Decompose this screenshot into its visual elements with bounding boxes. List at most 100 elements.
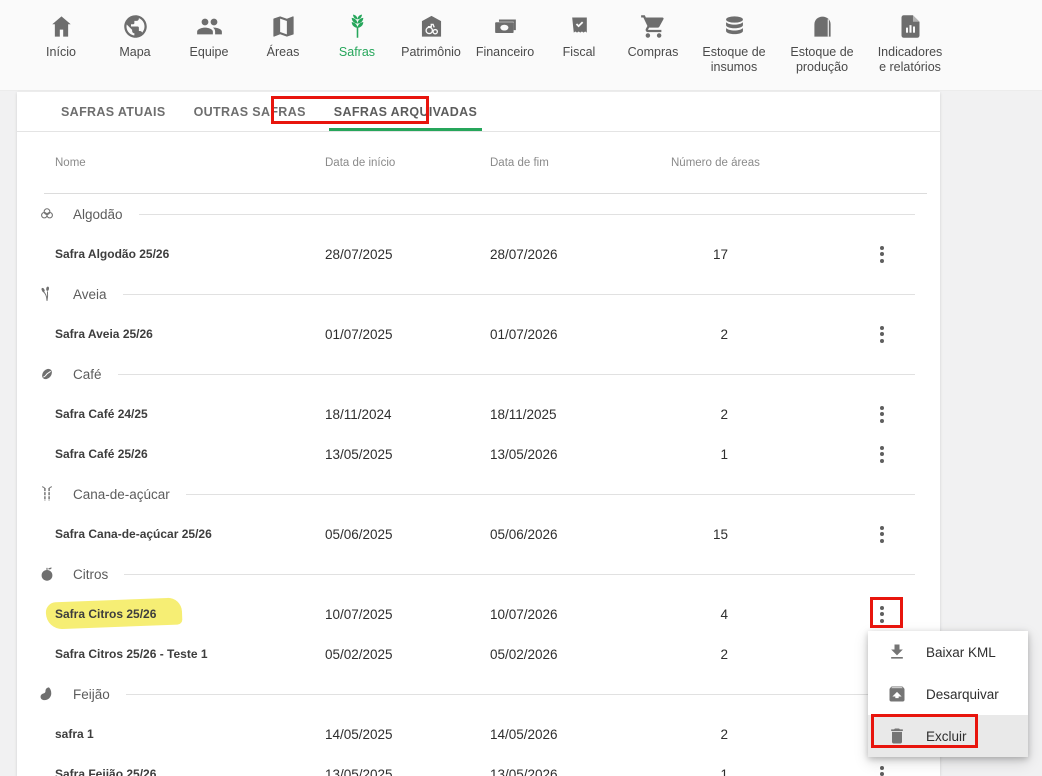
top-nav: Início Mapa Equipe Áreas Safras Patrimônio Fin…: [0, 0, 1042, 91]
crop-group-divider: [117, 373, 915, 375]
row-name-cell: Safra Citros 25/26: [55, 605, 325, 623]
menu-item-excluir[interactable]: Excluir: [868, 715, 1028, 757]
column-header-nome: Nome: [55, 156, 86, 169]
citrus-icon: [38, 565, 56, 583]
tab-safras-atuais[interactable]: SAFRAS ATUAIS: [61, 104, 166, 119]
row-end-date: 13/05/2026: [490, 766, 558, 776]
table-row-safra-cafe-25-26[interactable]: Safra Café 25/26 13/05/2025 13/05/2026 1: [17, 434, 940, 474]
row-actions-kebab-icon-annotated[interactable]: [876, 602, 888, 627]
row-name: Safra Feijão 25/26: [55, 767, 157, 776]
tab-safras-arquivadas[interactable]: SAFRAS ARQUIVADAS: [320, 92, 491, 131]
nav-item-indicadores-e-relatorios[interactable]: Indicadores e relatórios: [866, 11, 954, 75]
row-name: Safra Algodão 25/26: [55, 247, 170, 261]
row-name-cell: Safra Cana-de-açúcar 25/26: [55, 525, 325, 543]
row-start-date: 28/07/2025: [325, 246, 393, 262]
nav-item-fiscal[interactable]: Fiscal: [542, 11, 616, 60]
row-areas-count: 2: [720, 406, 728, 422]
row-actions-kebab-icon[interactable]: [876, 322, 888, 347]
crop-group-header-aveia: Aveia: [17, 274, 940, 314]
nav-item-inicio[interactable]: Início: [24, 11, 98, 60]
harvest-table: Algodão Safra Algodão 25/26 28/07/2025 28/0…: [17, 194, 940, 776]
nav-item-compras[interactable]: Compras: [616, 11, 690, 60]
row-start-date: 05/02/2025: [325, 646, 393, 662]
map-icon: [270, 11, 297, 41]
nav-item-label: Patrimônio: [401, 45, 461, 59]
row-end-date: 13/05/2026: [490, 446, 558, 462]
crop-group-divider: [185, 493, 915, 495]
tab-outras-safras[interactable]: OUTRAS SAFRAS: [193, 104, 306, 119]
nav-item-label: Início: [46, 45, 76, 59]
home-icon: [48, 11, 75, 41]
row-actions-cell: [728, 402, 940, 427]
table-row-safra-cana-de-acucar-25-26[interactable]: Safra Cana-de-açúcar 25/26 05/06/2025 05/0…: [17, 514, 940, 554]
nav-item-label: Safras: [338, 45, 376, 59]
report-icon: [897, 11, 924, 41]
crop-group-header-feijao: Feijão: [17, 674, 940, 714]
crop-group-header-algodao: Algodão: [17, 194, 940, 234]
trash-icon: [887, 726, 907, 746]
row-end-date: 28/07/2026: [490, 246, 558, 262]
table-row-safra-feijao-25-26[interactable]: Safra Feijão 25/26 13/05/2025 13/05/2026 1: [17, 754, 940, 776]
table-row-safra-1[interactable]: safra 1 14/05/2025 14/05/2026 2: [17, 714, 940, 754]
nav-item-estoque-de-insumos[interactable]: Estoque de insumos: [690, 11, 778, 75]
row-start-date: 14/05/2025: [325, 726, 393, 742]
row-areas-count: 17: [712, 246, 728, 262]
row-name: Safra Cana-de-açúcar 25/26: [55, 527, 212, 541]
crop-group-divider: [138, 213, 915, 215]
row-areas-count: 2: [720, 646, 728, 662]
crop-group-label: Aveia: [73, 286, 107, 302]
nav-item-safras[interactable]: Safras: [320, 11, 394, 60]
row-areas-count: 2: [720, 726, 728, 742]
row-name-cell: Safra Feijão 25/26: [55, 765, 325, 776]
silo-icon: [809, 11, 836, 41]
row-actions-cell: [728, 442, 940, 467]
nav-item-patrimonio[interactable]: Patrimônio: [394, 11, 468, 60]
crop-group-divider: [122, 293, 915, 295]
menu-item-desarquivar[interactable]: Desarquivar: [868, 673, 1028, 715]
globe-icon: [122, 11, 149, 41]
column-header-data-inicio: Data de início: [325, 156, 396, 169]
crop-group-header-cafe: Café: [17, 354, 940, 394]
nav-item-areas[interactable]: Áreas: [246, 11, 320, 60]
row-end-date: 18/11/2025: [490, 406, 557, 422]
oat-icon: [38, 285, 56, 303]
row-actions-kebab-icon[interactable]: [876, 242, 888, 267]
crop-group-label: Café: [73, 366, 102, 382]
menu-item-label: Baixar KML: [926, 644, 996, 660]
nav-item-equipe[interactable]: Equipe: [172, 11, 246, 60]
table-row-safra-cafe-24-25[interactable]: Safra Café 24/25 18/11/2024 18/11/2025 2: [17, 394, 940, 434]
nav-item-financeiro[interactable]: Financeiro: [468, 11, 542, 60]
row-name-cell: Safra Café 25/26: [55, 445, 325, 463]
row-actions-cell: [728, 522, 940, 547]
row-actions-kebab-icon[interactable]: [876, 762, 888, 776]
row-actions-kebab-icon[interactable]: [876, 442, 888, 467]
row-start-date: 10/07/2025: [325, 606, 393, 622]
row-areas-count: 1: [720, 446, 728, 462]
row-start-date: 13/05/2025: [325, 766, 393, 776]
row-areas-count: 2: [720, 326, 728, 342]
nav-item-mapa[interactable]: Mapa: [98, 11, 172, 60]
row-end-date: 01/07/2026: [490, 326, 558, 342]
nav-item-label: Estoque de produção: [790, 45, 854, 74]
row-end-date: 05/02/2026: [490, 646, 558, 662]
crop-group-label: Citros: [73, 566, 109, 582]
nav-item-label: Indicadores e relatórios: [877, 45, 943, 74]
menu-item-baixar-kml[interactable]: Baixar KML: [868, 631, 1028, 673]
tab-bar: SAFRAS ATUAIS OUTRAS SAFRAS SAFRAS ARQUIVA…: [17, 92, 940, 132]
table-row-safra-aveia-25-26[interactable]: Safra Aveia 25/26 01/07/2025 01/07/2026 2: [17, 314, 940, 354]
row-start-date: 13/05/2025: [325, 446, 393, 462]
bean-icon: [38, 685, 56, 703]
people-icon: [196, 11, 223, 41]
row-name-cell: safra 1: [55, 725, 325, 743]
row-areas-count: 1: [720, 766, 728, 776]
crop-group-header-cana-de-acucar: Cana-de-açúcar: [17, 474, 940, 514]
nav-item-estoque-de-producao[interactable]: Estoque de produção: [778, 11, 866, 75]
crop-group-divider: [125, 693, 915, 695]
table-row-safra-algodao-25-26[interactable]: Safra Algodão 25/26 28/07/2025 28/07/2026 1…: [17, 234, 940, 274]
table-row-safra-citros-25-26-teste-1[interactable]: Safra Citros 25/26 - Teste 1 05/02/2025 05…: [17, 634, 940, 674]
row-actions-kebab-icon[interactable]: [876, 522, 888, 547]
table-row-safra-citros-25-26[interactable]: Safra Citros 25/26 10/07/2025 10/07/2026 4: [17, 594, 940, 634]
row-name-cell: Safra Café 24/25: [55, 405, 325, 423]
download-icon: [887, 642, 907, 662]
row-actions-kebab-icon[interactable]: [876, 402, 888, 427]
